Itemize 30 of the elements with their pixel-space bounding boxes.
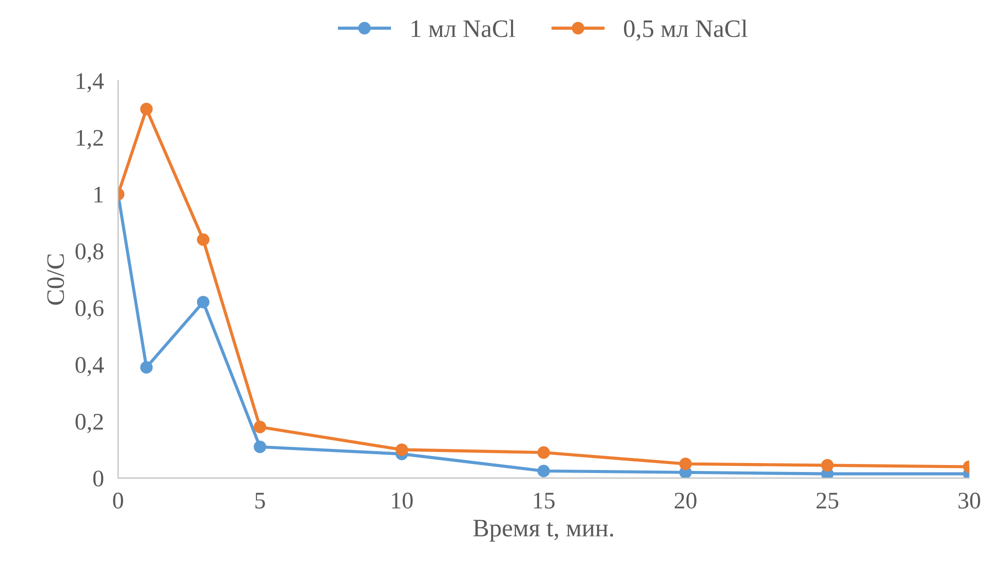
point [537, 464, 550, 478]
y-tick-label: 0,6 [76, 300, 104, 320]
y-tick-label: 1 [94, 186, 103, 202]
y-axis-title: C0/C [47, 254, 64, 305]
point [537, 446, 550, 459]
y-tick-label: 0 [93, 470, 104, 487]
point [140, 102, 153, 116]
point [140, 361, 153, 374]
y-tick-label: 1,2 [76, 130, 103, 150]
x-tick-label: 10 [392, 492, 413, 509]
point [254, 420, 266, 434]
legend-label: 0,5 мл NaCl [624, 20, 748, 41]
y-tick-label: 0,8 [76, 243, 104, 263]
point [679, 458, 692, 470]
x-tick-label: 30 [958, 492, 980, 509]
x-tick-label: 15 [534, 492, 555, 509]
point [254, 440, 266, 454]
point [196, 296, 210, 308]
point [196, 233, 210, 246]
point [821, 459, 834, 472]
x-axis-title: Время t, мин. [473, 520, 614, 542]
x-tick-label: 0 [113, 492, 124, 509]
x-tick-label: 25 [816, 492, 838, 509]
y-tick-label: 1,4 [76, 73, 104, 92]
y-tick-label: 0,4 [76, 357, 104, 376]
x-tick-label: 20 [674, 492, 696, 509]
x-tick-label: 5 [255, 492, 265, 509]
legend-label: 1 мл NaCl [412, 20, 516, 38]
point [396, 443, 408, 456]
y-tick-label: 0,2 [76, 414, 103, 434]
